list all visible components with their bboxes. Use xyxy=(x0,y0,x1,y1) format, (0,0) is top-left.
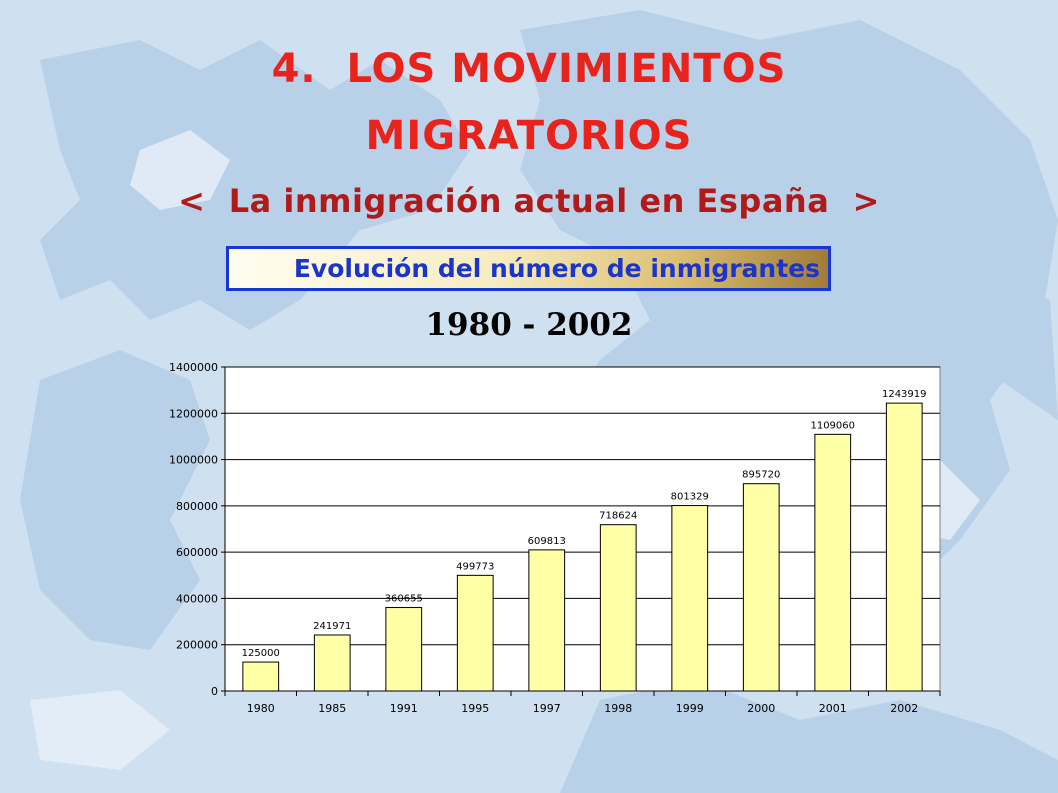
bar xyxy=(671,505,709,692)
bar xyxy=(814,433,852,692)
bar xyxy=(385,607,423,692)
bar-value-label: 895720 xyxy=(742,470,780,481)
y-tick-label: 1400000 xyxy=(169,361,218,374)
x-tick-label: 1998 xyxy=(604,702,632,715)
bar xyxy=(313,634,351,692)
x-tick-label: 1999 xyxy=(676,702,704,715)
y-tick-label: 1200000 xyxy=(169,407,218,420)
y-tick-label: 800000 xyxy=(176,500,218,513)
bar-value-label: 1243919 xyxy=(882,389,927,400)
bar-value-label: 241971 xyxy=(313,621,351,632)
bar xyxy=(528,549,566,692)
chart-banner-label: Evolución del número de inmigrantes xyxy=(293,254,820,283)
bar-value-label: 718624 xyxy=(599,511,637,522)
x-tick-label: 2000 xyxy=(747,702,775,715)
bar xyxy=(242,661,280,692)
chart-period-label: 1980 - 2002 xyxy=(425,307,633,343)
slide-title-line-1: 4. LOS MOVIMIENTOS xyxy=(271,46,787,92)
y-axis: 0 200000 400000 600000 800000 1000000 1200000 1… xyxy=(169,361,226,698)
x-tick-label: 1985 xyxy=(318,702,346,715)
x-axis: 1980 1985 1991 1995 1997 1998 1999 2000 2001 2002 xyxy=(224,690,941,715)
x-tick-label: 2002 xyxy=(890,702,918,715)
y-tick-label: 600000 xyxy=(176,546,218,559)
bars: 125000 241971 360655 499773 609813 718624 8013… xyxy=(242,389,927,692)
y-tick-label: 1000000 xyxy=(169,454,218,467)
x-tick-label: 1980 xyxy=(247,702,275,715)
y-tick-label: 400000 xyxy=(176,592,218,605)
bar xyxy=(599,524,637,692)
bar xyxy=(742,483,780,692)
slide-subtitle: < La inmigración actual en España > xyxy=(178,182,880,220)
x-tick-label: 1995 xyxy=(461,702,489,715)
bar-value-label: 609813 xyxy=(528,536,566,547)
bar xyxy=(885,402,923,692)
bar-value-label: 125000 xyxy=(242,648,280,659)
chart-banner: Evolución del número de inmigrantes xyxy=(226,246,831,291)
x-tick-label: 2001 xyxy=(819,702,847,715)
x-tick-label: 1991 xyxy=(390,702,418,715)
bar-value-label: 801329 xyxy=(671,492,709,503)
bar xyxy=(456,574,494,692)
bar-value-label: 499773 xyxy=(456,561,494,572)
x-tick-label: 1997 xyxy=(533,702,561,715)
bar-value-label: 1109060 xyxy=(810,420,855,431)
y-tick-label: 0 xyxy=(211,685,218,698)
bar-value-label: 360655 xyxy=(385,594,423,605)
slide-title-line-2: MIGRATORIOS xyxy=(365,113,693,159)
y-tick-label: 200000 xyxy=(176,639,218,652)
